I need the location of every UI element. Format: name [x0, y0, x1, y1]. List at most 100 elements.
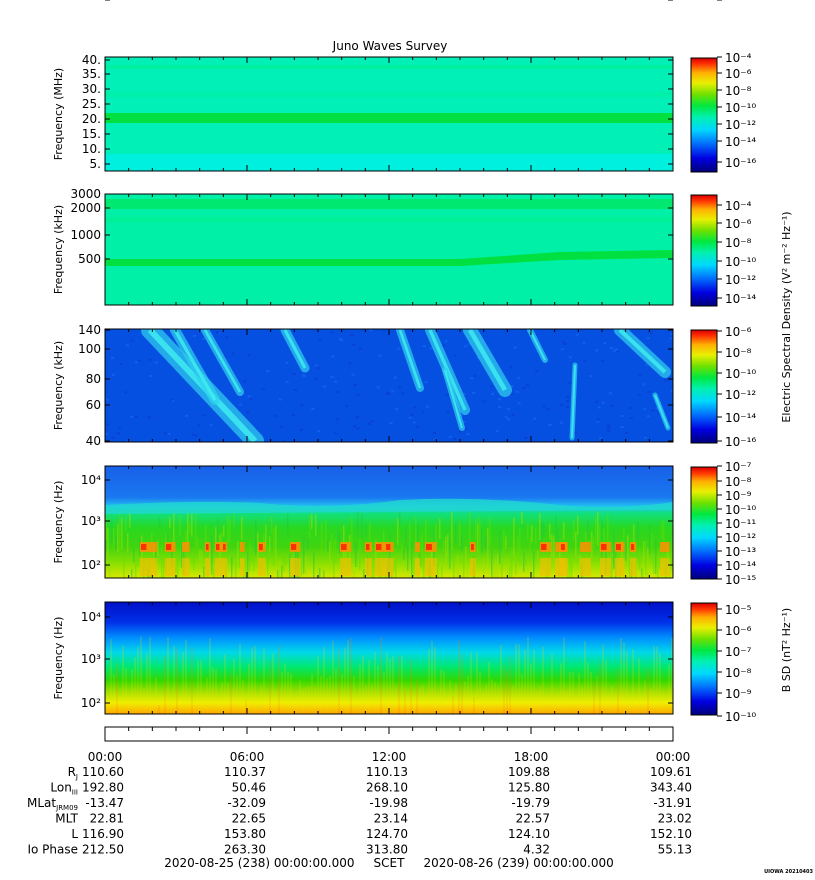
spectrogram-image: [105, 194, 673, 305]
colorbar-label: Electric Spectral Density (V² m⁻² Hz⁻¹): [780, 211, 793, 422]
colorbar-tick-label: 10⁻¹⁰: [725, 255, 756, 269]
ephemeris-value: 152.10: [650, 827, 692, 841]
colorbar-tick-label: 10⁻¹⁵: [725, 573, 756, 587]
colorbar-tick-label: 10⁻⁸: [725, 346, 752, 360]
spectrogram-panel-3: 140 100 80 60 40 20 Frequency (kHz): [52, 0, 674, 448]
colorbar-tick-label: 10⁻¹²: [725, 118, 756, 132]
y-tick-label: 40: [86, 434, 101, 448]
y-tick-label: 5.: [90, 157, 101, 171]
ephemeris-value: 23.14: [374, 812, 408, 826]
colorbar-tick-label: 10⁻⁸: [725, 84, 752, 98]
colorbar-tick-label: 10⁻⁹: [725, 687, 752, 701]
colorbar-tick-label: 10⁻¹¹: [725, 517, 756, 531]
y-tick-label: 20: [86, 0, 101, 3]
time-tick-label: 00:00: [656, 750, 691, 764]
y-tick-label: 10²: [81, 696, 101, 710]
time-axis: [104, 726, 674, 742]
ephemeris-value: -31.91: [653, 796, 692, 810]
colorbar-tick-label: 10⁻⁸: [725, 236, 752, 250]
colorbar-tick-label: 10⁻¹²: [725, 531, 756, 545]
spectrogram-panel-1: 40.35.30.25.20.15.10.5. Frequency (MHz): [52, 53, 674, 172]
ephemeris-row-label: Io Phase: [27, 843, 78, 857]
colorbar-tick-label: 10⁻⁵: [725, 603, 752, 617]
ephemeris-value: 268.10: [366, 781, 408, 795]
colorbar-tick-label: 10⁻¹⁴: [725, 411, 756, 425]
y-tick-label: 10³: [81, 652, 101, 666]
ephemeris-value: 110.37: [224, 765, 266, 779]
y-tick-label: 15.: [82, 127, 101, 141]
burst: [415, 542, 421, 552]
y-tick-label: 10⁴: [81, 610, 101, 624]
colorbar-tick-label: 10⁻¹⁴: [725, 135, 756, 149]
y-tick-label: 30.: [82, 82, 101, 96]
spectrogram-image: [105, 57, 673, 171]
y-tick-label: 35.: [82, 67, 101, 81]
ephemeris-value: 110.13: [366, 765, 408, 779]
colorbar-tick-label: 10⁻⁶: [725, 325, 752, 339]
colorbar-gradient: [690, 57, 718, 173]
colorbar-tick-label: 10⁻¹⁶: [725, 435, 756, 449]
y-tick-label: 500: [78, 252, 101, 266]
colorbar-tick-label: 10⁻⁷: [725, 645, 752, 659]
colorbar-tick-label: 10⁻⁹: [725, 489, 752, 503]
ephemeris-value: 124.70: [366, 827, 408, 841]
y-tick-label: 25.: [82, 97, 101, 111]
burst: [580, 542, 591, 552]
colorbars: 10⁻⁴ 10⁻⁶ 10⁻⁸ 10⁻¹⁰ 10⁻¹² 10⁻¹⁴ 10⁻¹⁶ 10⁻⁴ 10⁻⁶…: [690, 0, 793, 724]
spectrogram-image: [105, 329, 673, 442]
ephemeris-value: 343.40: [650, 781, 692, 795]
ephemeris-value: 22.65: [232, 812, 266, 826]
ephemeris-value: 109.61: [650, 765, 692, 779]
colorbar-tick-label: 10⁻¹²: [725, 388, 756, 402]
ephemeris-row-label: MLT: [55, 812, 78, 826]
emission-band: [105, 113, 673, 123]
y-tick-label: 2000: [70, 201, 101, 215]
time-tick-label: 06:00: [230, 750, 265, 764]
time-tick-label: 00:00: [88, 750, 123, 764]
colorbar-tick-label: 10⁻¹¹: [725, 0, 756, 3]
colorbar-2: 10⁻⁴ 10⁻⁶ 10⁻⁸ 10⁻¹⁰ 10⁻¹² 10⁻¹⁴ Electric Spec…: [690, 194, 793, 423]
y-tick-label: 10⁴: [81, 473, 101, 487]
ephemeris-table: 00:00 06:00 12:00 18:00 00:00 RJ 110.60 110.37 1…: [27, 750, 692, 857]
colorbar-gradient: [690, 466, 718, 580]
colorbar-tick-label: 10⁻⁴: [725, 51, 752, 65]
spectrogram-image: [105, 602, 673, 714]
y-axis-label: Frequency (kHz): [52, 341, 65, 430]
spectrogram-panel-4: 10⁴ 10³ 10² Frequency (Hz): [52, 465, 674, 579]
y-tick-label: 100: [78, 342, 101, 356]
colorbar-tick-label: 10⁻¹³: [725, 545, 756, 559]
ephemeris-value: 263.30: [224, 843, 266, 857]
ephemeris-value: 55.13: [658, 843, 692, 857]
y-tick-label: 1000: [70, 228, 101, 242]
colorbar-gradient: [690, 194, 718, 307]
colorbar-tick-label: 10⁻⁶: [725, 624, 752, 638]
figure-title: Juno Waves Survey: [332, 39, 448, 53]
time-tick-label: 12:00: [372, 750, 407, 764]
ephemeris-value: 212.50: [82, 843, 124, 857]
y-axis-label: Frequency (Hz): [52, 481, 65, 564]
colorbar-gradient: [690, 602, 718, 716]
ephemeris-value: 110.60: [82, 765, 124, 779]
burst: [182, 542, 190, 552]
colorbar-3: 10⁻⁶ 10⁻⁸ 10⁻¹⁰ 10⁻¹² 10⁻¹⁴ 10⁻¹⁶: [690, 325, 756, 449]
colorbar-tick-label: 10⁻⁶: [725, 217, 752, 231]
colorbar-tick-label: 10⁻⁸: [725, 666, 752, 680]
spectrogram-panels: 40.35.30.25.20.15.10.5. Frequency (MHz) 30…: [52, 0, 674, 715]
emission-band: [105, 250, 673, 266]
colorbar-tick-label: 10⁻¹⁰: [725, 710, 756, 724]
colorbar-5: 10⁻⁵ 10⁻⁶ 10⁻⁷ 10⁻⁸ 10⁻⁹ 10⁻¹⁰ 10⁻¹¹ B SD (nT² …: [690, 0, 793, 724]
ephemeris-value: 109.88: [508, 765, 550, 779]
ephemeris-value: 23.02: [658, 812, 692, 826]
colorbar-tick-label: 10⁻¹⁶: [725, 156, 756, 170]
emission-band: [105, 199, 673, 209]
ephemeris-value: 153.80: [224, 827, 266, 841]
colorbar-label: B SD (nT² Hz⁻¹): [780, 608, 793, 692]
scet-footer: 2020-08-25 (238) 00:00:00.000 SCET 2020-…: [164, 856, 614, 870]
ephemeris-row-label: LonIII: [50, 781, 78, 797]
y-axis-label: Frequency (kHz): [52, 205, 65, 294]
colorbar-gradient: [690, 329, 718, 444]
ephemeris-value: -13.47: [85, 796, 124, 810]
y-tick-label: 60: [86, 398, 101, 412]
